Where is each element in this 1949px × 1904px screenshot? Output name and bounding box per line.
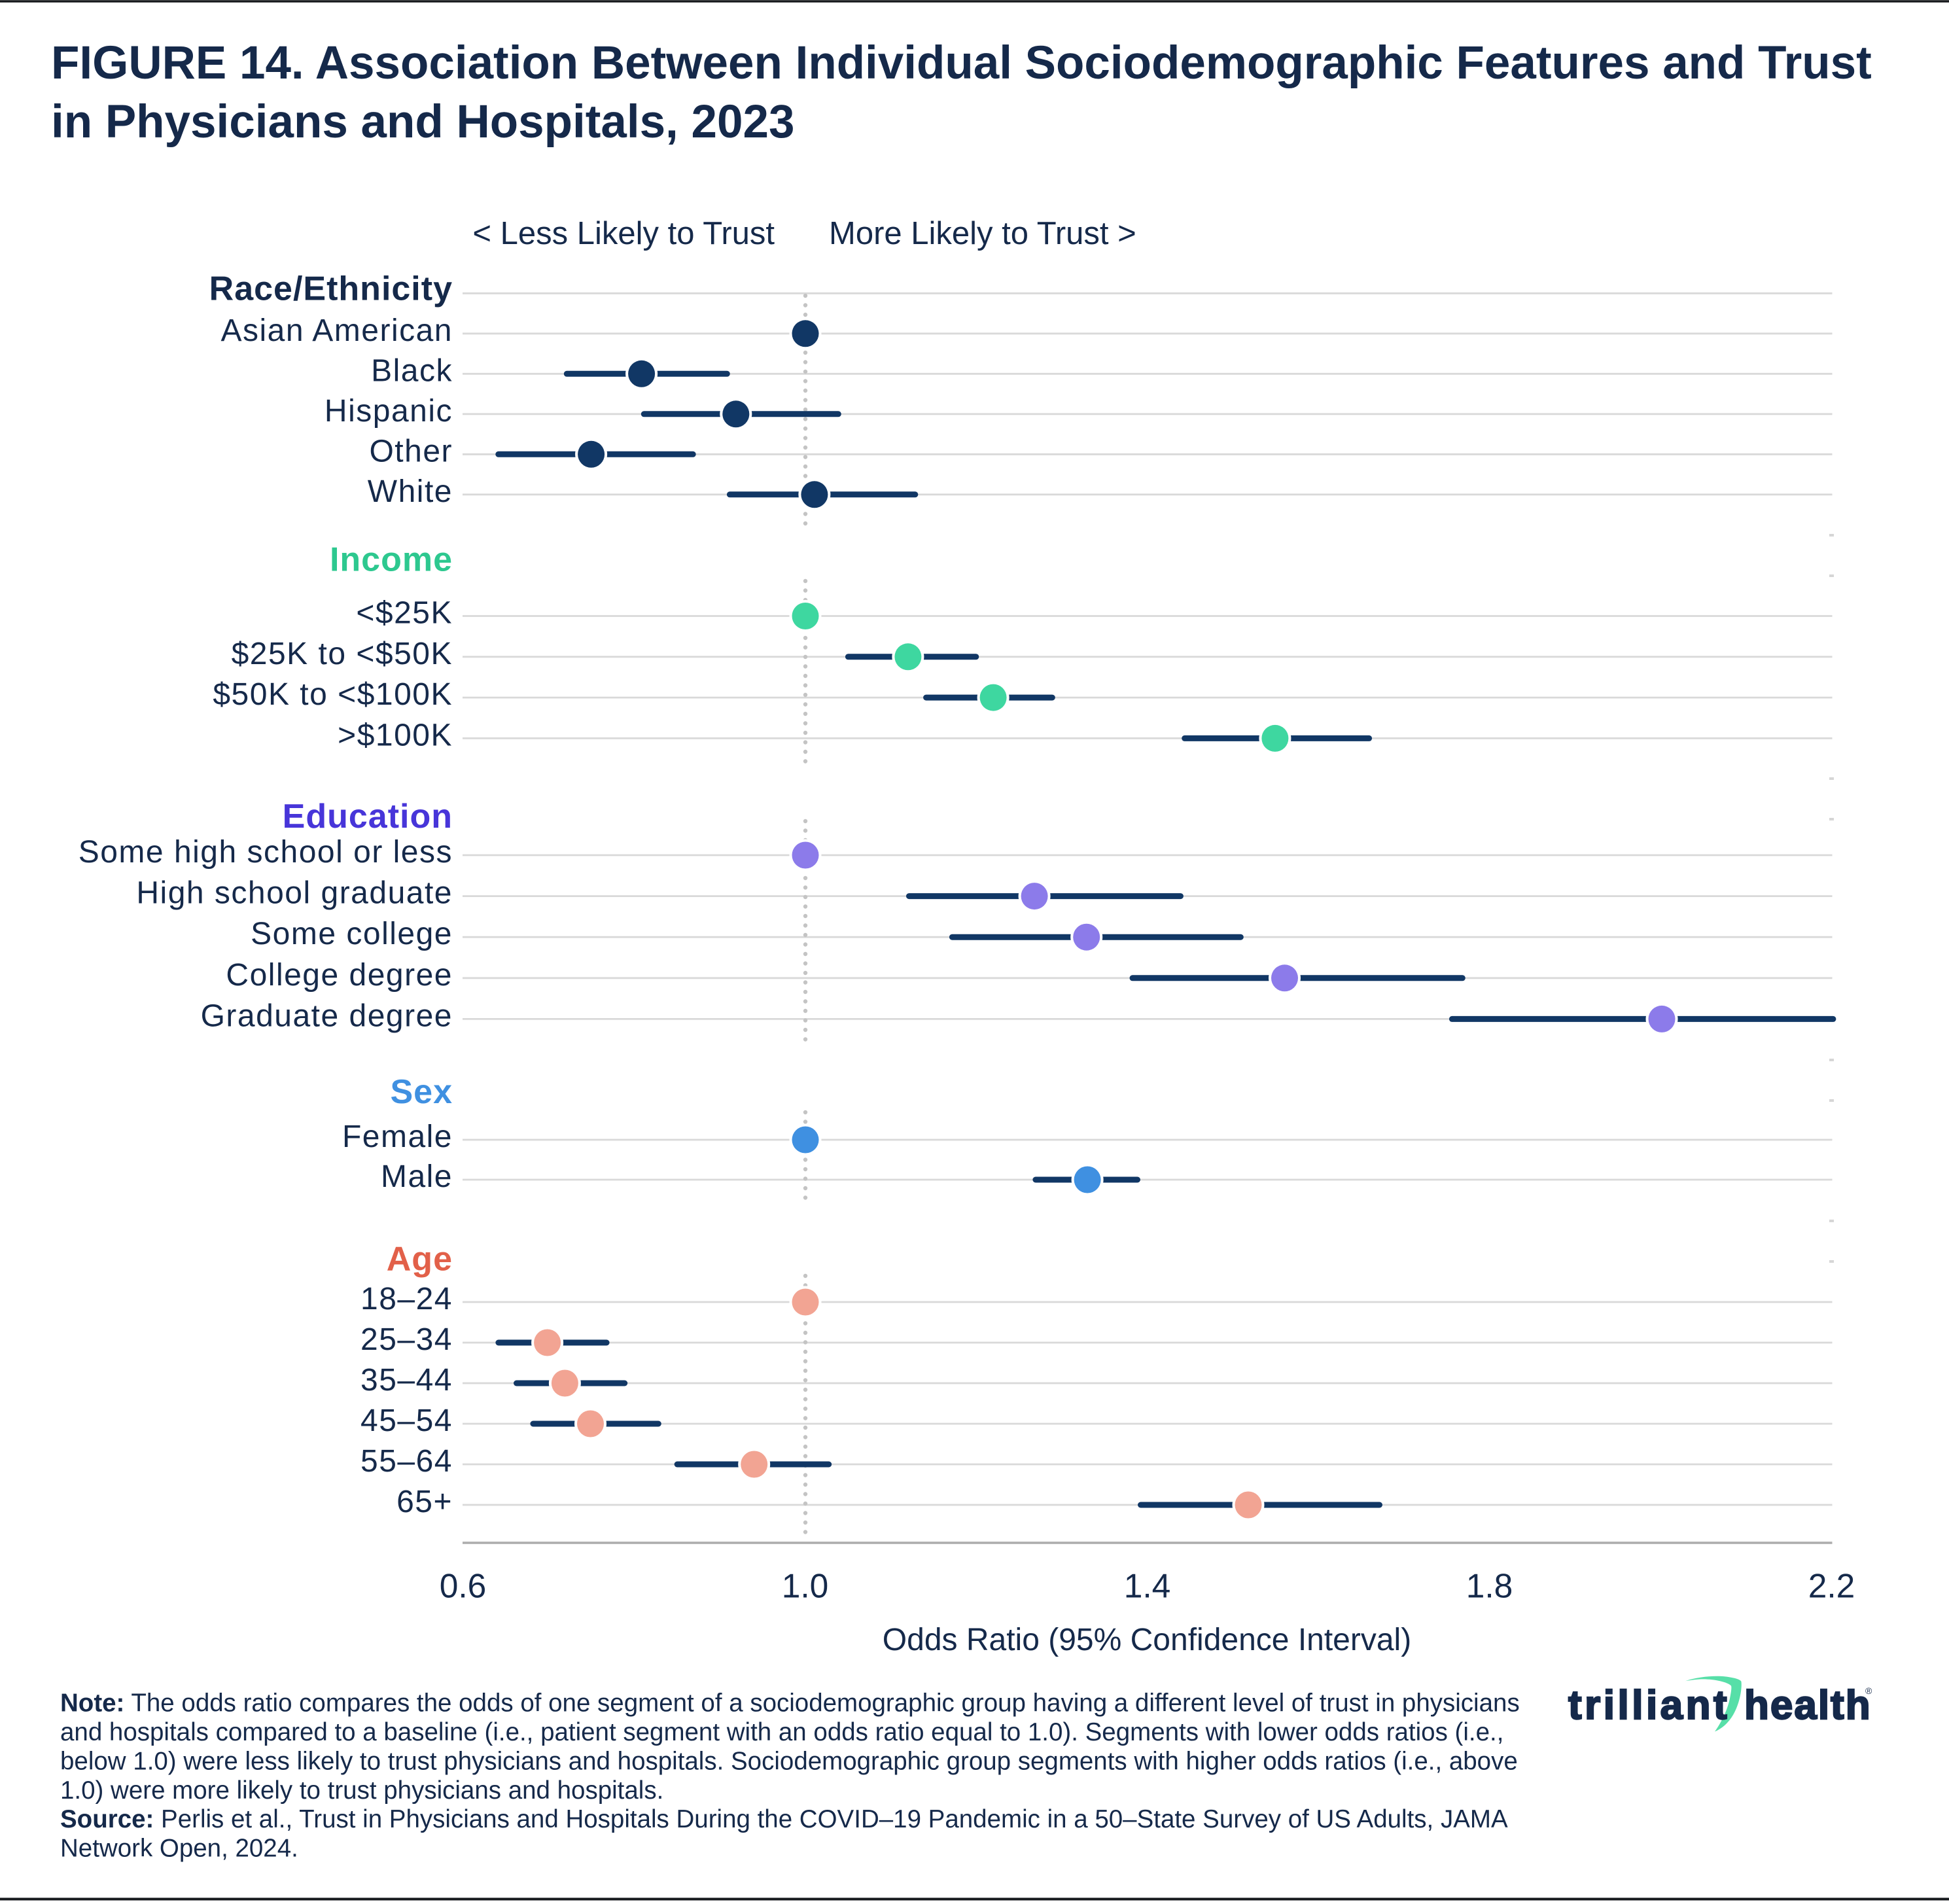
svg-text:>$100K: >$100K (338, 718, 453, 752)
svg-text:Income: Income (330, 541, 453, 579)
svg-text:More Likely to Trust >: More Likely to Trust > (829, 216, 1136, 251)
svg-text:1.4: 1.4 (1124, 1566, 1171, 1604)
svg-text:trilliant: trilliant (1568, 1683, 1730, 1728)
svg-text:Odds Ratio (95% Confidence Int: Odds Ratio (95% Confidence Interval) (883, 1623, 1411, 1657)
svg-text:Education: Education (283, 798, 453, 836)
svg-text:Some college: Some college (251, 917, 453, 951)
svg-text:1.8: 1.8 (1466, 1566, 1513, 1604)
svg-text:0.6: 0.6 (440, 1566, 487, 1604)
svg-text:$50K to <$100K: $50K to <$100K (213, 677, 453, 712)
svg-text:Network Open, 2024.: Network Open, 2024. (60, 1835, 298, 1863)
svg-text:< Less Likely to Trust: < Less Likely to Trust (472, 216, 775, 251)
svg-text:Other: Other (369, 434, 453, 468)
svg-text:below 1.0) were less likely to: below 1.0) were less likely to trust phy… (60, 1747, 1518, 1775)
svg-text:Hispanic: Hispanic (325, 394, 453, 429)
svg-text:$25K to <$50K: $25K to <$50K (232, 637, 453, 671)
svg-text:45–54: 45–54 (360, 1403, 453, 1438)
svg-text:Asian American: Asian American (221, 313, 453, 348)
svg-text:White: White (368, 474, 453, 509)
svg-text:55–64: 55–64 (360, 1444, 453, 1479)
svg-text:Some high school or less: Some high school or less (79, 835, 453, 870)
svg-text:Male: Male (381, 1159, 453, 1194)
svg-text:25–34: 25–34 (360, 1322, 453, 1357)
svg-text:health: health (1744, 1683, 1872, 1728)
svg-text:18–24: 18–24 (360, 1282, 453, 1316)
svg-text:1.0) were more likely to trust: 1.0) were more likely to trust physician… (60, 1776, 663, 1805)
svg-text:Graduate degree: Graduate degree (201, 998, 453, 1033)
svg-text:in Physicians and Hospitals, 2: in Physicians and Hospitals, 2023 (51, 96, 794, 148)
svg-text:Age: Age (387, 1240, 453, 1278)
svg-text:Sex: Sex (390, 1073, 453, 1111)
svg-text:FIGURE 14. Association Between: FIGURE 14. Association Between Individua… (51, 37, 1872, 89)
svg-text:and hospitals compared to a ba: and hospitals compared to a baseline (i.… (60, 1718, 1503, 1746)
svg-text:35–44: 35–44 (360, 1363, 453, 1398)
svg-text:College degree: College degree (226, 958, 453, 993)
svg-text:Black: Black (371, 353, 453, 388)
svg-text:Source: Perlis et al., Trust i: Source: Perlis et al., Trust in Physicia… (60, 1805, 1508, 1833)
svg-text:<$25K: <$25K (356, 596, 453, 631)
svg-text:High school graduate: High school graduate (136, 876, 453, 911)
svg-text:1.0: 1.0 (782, 1566, 829, 1604)
svg-text:65+: 65+ (396, 1485, 453, 1519)
svg-text:Race/Ethnicity: Race/Ethnicity (209, 270, 453, 308)
svg-text:®: ® (1865, 1685, 1872, 1696)
svg-text:2.2: 2.2 (1808, 1566, 1855, 1604)
svg-text:Female: Female (342, 1119, 453, 1154)
svg-text:Note: The odds ratio compares: Note: The odds ratio compares the odds o… (60, 1689, 1520, 1718)
